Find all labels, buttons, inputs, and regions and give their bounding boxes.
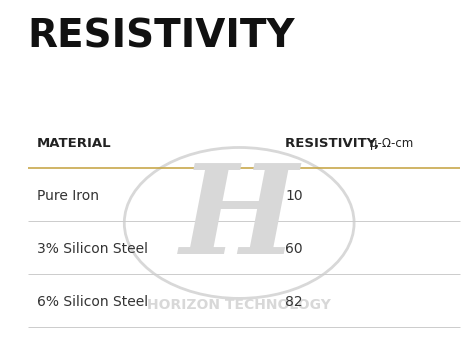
Text: HORIZON TECHNOLOGY: HORIZON TECHNOLOGY <box>147 298 331 312</box>
Text: Pure Iron: Pure Iron <box>37 189 99 203</box>
Text: RESISTIVITY,: RESISTIVITY, <box>285 137 384 150</box>
Text: 10: 10 <box>285 189 303 203</box>
Text: RESISTIVITY: RESISTIVITY <box>28 17 295 55</box>
Text: 6% Silicon Steel: 6% Silicon Steel <box>37 295 148 309</box>
Text: 60: 60 <box>285 242 303 256</box>
Text: H: H <box>180 159 298 280</box>
Text: 82: 82 <box>285 295 303 309</box>
Text: MATERIAL: MATERIAL <box>37 137 112 150</box>
Text: μ-Ω-cm: μ-Ω-cm <box>370 137 414 150</box>
Text: 3% Silicon Steel: 3% Silicon Steel <box>37 242 148 256</box>
